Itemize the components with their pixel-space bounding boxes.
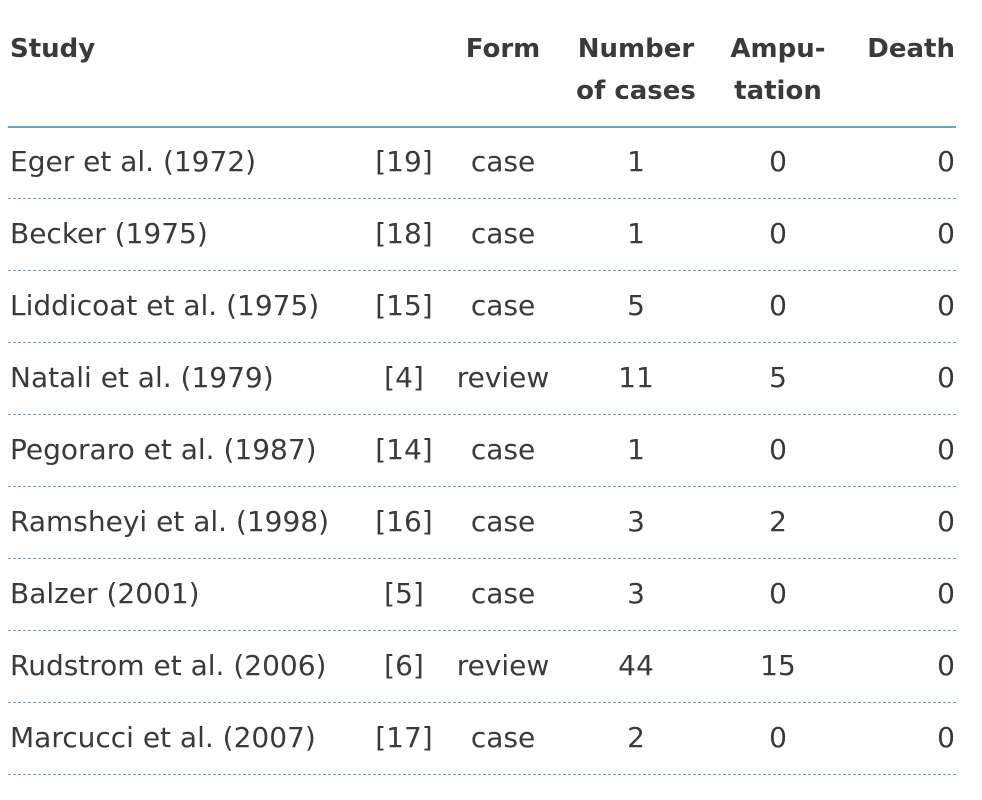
table-cell: 2	[627, 721, 645, 754]
table-cell: 0	[769, 217, 787, 250]
table-cell: 44	[618, 649, 654, 682]
table-cell: Marcucci et al. (2007)	[10, 721, 316, 754]
table-cell: [14]	[375, 433, 433, 466]
row-rule	[8, 486, 956, 487]
column-header: Number	[577, 34, 695, 64]
table-cell: 3	[627, 505, 645, 538]
row-rule	[8, 558, 956, 559]
table-cell: 1	[627, 217, 645, 250]
table-cell: Becker (1975)	[10, 217, 208, 250]
table-cell: Rudstrom et al. (2006)	[10, 649, 327, 682]
table-cell: [4]	[384, 361, 424, 394]
table-cell: 1	[627, 433, 645, 466]
table-cell: 0	[769, 577, 787, 610]
table-cell: case	[470, 433, 536, 466]
table-cell: case	[470, 289, 536, 322]
table-cell: 0	[937, 433, 955, 466]
table-cell: [6]	[384, 649, 424, 682]
table-cell: 0	[769, 433, 787, 466]
table-cell: 11	[618, 361, 654, 394]
column-header: Form	[465, 34, 541, 64]
table-cell: 0	[937, 289, 955, 322]
table-cell: Liddicoat et al. (1975)	[10, 289, 320, 322]
table-cell: [16]	[375, 505, 433, 538]
table-cell: 0	[937, 361, 955, 394]
table-cell: [19]	[375, 145, 433, 178]
table-cell: 15	[760, 649, 796, 682]
table-cell: 0	[937, 505, 955, 538]
table-cell: 0	[937, 649, 955, 682]
row-rule	[8, 414, 956, 415]
table-cell: 0	[937, 217, 955, 250]
row-rule	[8, 702, 956, 703]
table-cell: 2	[769, 505, 787, 538]
table-cell: 5	[627, 289, 645, 322]
table-cell: [18]	[375, 217, 433, 250]
table-cell: 0	[769, 145, 787, 178]
column-header: tation	[734, 76, 822, 106]
row-rule	[8, 342, 956, 343]
table-cell: case	[470, 577, 536, 610]
table-cell: 5	[769, 361, 787, 394]
column-header: of cases	[576, 76, 696, 106]
table-cell: [15]	[375, 289, 433, 322]
table-cell: 3	[627, 577, 645, 610]
table-cell: case	[470, 217, 536, 250]
row-rule	[8, 198, 956, 199]
column-header: Death	[867, 34, 955, 64]
column-header: Study	[10, 34, 96, 64]
table-cell: case	[470, 145, 536, 178]
table-cell: case	[470, 721, 536, 754]
table-cell: 0	[769, 721, 787, 754]
row-rule	[8, 774, 956, 775]
table-cell: 0	[937, 577, 955, 610]
table-cell: Eger et al. (1972)	[10, 145, 257, 178]
column-header: Ampu-	[730, 34, 826, 64]
row-rule	[8, 630, 956, 631]
table-cell: [5]	[384, 577, 424, 610]
header-rule	[8, 126, 956, 128]
table-cell: review	[456, 361, 550, 394]
table-cell: case	[470, 505, 536, 538]
row-rule	[8, 270, 956, 271]
table-cell: Ramsheyi et al. (1998)	[10, 505, 330, 538]
table-cell: [17]	[375, 721, 433, 754]
table-cell: review	[456, 649, 550, 682]
table-cell: 0	[769, 289, 787, 322]
table-cell: Pegoraro et al. (1987)	[10, 433, 317, 466]
table-cell: Natali et al. (1979)	[10, 361, 274, 394]
table-cell: Balzer (2001)	[10, 577, 200, 610]
table-cell: 1	[627, 145, 645, 178]
table-cell: 0	[937, 721, 955, 754]
table-cell: 0	[937, 145, 955, 178]
